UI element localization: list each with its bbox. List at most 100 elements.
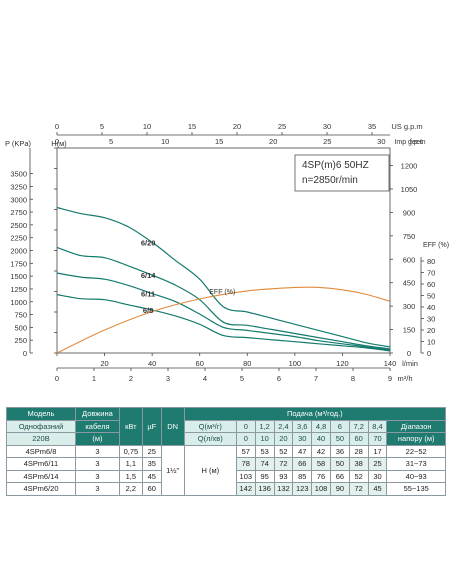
head-label-cell: H (м) — [183, 444, 237, 496]
feet-tick-label: 300 — [403, 302, 416, 311]
header-flow: Подача (м³/год.) — [183, 407, 447, 421]
eff-tick-label: 30 — [427, 315, 435, 324]
head-value: 123 — [292, 482, 313, 496]
table-header-row: Однофазний кабеля Q(м³/г) 0 1,2 2,4 3,6 … — [6, 419, 446, 433]
head-value: 95 — [254, 469, 275, 483]
x-tick-label: 80 — [243, 359, 251, 368]
header-cable-unit: (м) — [74, 432, 120, 446]
head-value: 45 — [367, 482, 388, 496]
pressure-tick-label: 2500 — [10, 221, 27, 230]
series-curves — [56, 206, 391, 354]
x-tick-label: 20 — [100, 359, 108, 368]
x-tick-label: 100 — [289, 359, 302, 368]
header-q-lmin: Q(л/хв) — [183, 432, 237, 446]
us-gpm-axis-label: US g.p.m — [391, 122, 422, 131]
model-cell: 4SPm6/8 — [6, 444, 76, 458]
model-cell: 4SPm6/11 — [6, 457, 76, 471]
head-value: 25 — [367, 457, 388, 471]
head-value: 90 — [329, 482, 350, 496]
header-uf: µF — [141, 407, 162, 446]
pressure-tick-label: 1000 — [10, 298, 27, 307]
head-value: 66 — [292, 457, 313, 471]
head-value: 74 — [254, 457, 275, 471]
head-value: 78 — [235, 457, 256, 471]
pressure-tick-label: 2750 — [10, 208, 27, 217]
cable-cell: 3 — [74, 457, 120, 471]
feet-tick-label: 1050 — [401, 185, 418, 194]
q-m3h-value: 8,4 — [367, 419, 388, 433]
feet-tick-label: 150 — [403, 326, 416, 335]
kw-cell: 1,1 — [118, 457, 143, 471]
m3h-tick-label: 9 — [388, 374, 392, 383]
table-row: 4SPm6/8 3 0,75 25 1½" H (м) 57 53 52 47 … — [6, 444, 446, 496]
header-range-unit: напору (м) — [386, 432, 446, 446]
head-value: 76 — [311, 469, 331, 483]
us-gpm-tick-label: 35 — [368, 122, 376, 131]
series-label: 6/8 — [143, 306, 153, 315]
head-value: 72 — [348, 482, 369, 496]
q-lmin-value: 50 — [329, 432, 350, 446]
head-value: 58 — [311, 457, 331, 471]
pressure-tick-label: 3250 — [10, 182, 27, 191]
feet-tick-label: 1200 — [401, 162, 418, 171]
range-cell: 22~52 — [386, 444, 446, 458]
q-m3h-value: 3,6 — [292, 419, 313, 433]
range-cell: 31~73 — [386, 457, 446, 471]
header-dn: DN — [160, 407, 185, 446]
pressure-tick-label: 2250 — [10, 234, 27, 243]
head-value: 57 — [235, 444, 256, 458]
model-cell: 4SPm6/14 — [6, 469, 76, 483]
pressure-tick-label: 1250 — [10, 285, 27, 294]
cable-cell: 3 — [74, 469, 120, 483]
q-lmin-value: 60 — [348, 432, 369, 446]
us-gpm-tick-label: 25 — [278, 122, 286, 131]
head-value: 103 — [235, 469, 256, 483]
feet-tick-label: 750 — [403, 232, 416, 241]
header-range: Діапазон — [386, 419, 446, 433]
us-gpm-tick-label: 10 — [143, 122, 151, 131]
head-value: 42 — [311, 444, 331, 458]
chart-subtitle: n=2850r/min — [302, 175, 358, 186]
efficiency-label: EFF (%) — [209, 289, 235, 296]
uf-cell: 35 — [141, 457, 162, 471]
series-line-6-20 — [56, 206, 391, 348]
head-value: 66 — [329, 469, 350, 483]
feet-tick-label: 0 — [407, 349, 411, 358]
imp-gpm-tick-label: 5 — [109, 137, 113, 146]
kw-cell: 1,5 — [118, 469, 143, 483]
q-lmin-value: 30 — [292, 432, 313, 446]
header-cable-2: кабеля — [74, 419, 120, 433]
us-gpm-tick-label: 15 — [188, 122, 196, 131]
m3h-axis-label: m³/h — [398, 374, 413, 383]
range-cell: 40~93 — [386, 469, 446, 483]
x-tick-label: 40 — [148, 359, 156, 368]
head-value: 108 — [311, 482, 331, 496]
efficiency-line — [56, 286, 391, 354]
m3h-tick-label: 7 — [314, 374, 318, 383]
imp-gpm-tick-label: 25 — [323, 137, 331, 146]
header-voltage: 220В — [6, 432, 76, 446]
q-m3h-value: 4,8 — [311, 419, 331, 433]
imp-gpm-tick-label: 0 — [55, 137, 59, 146]
series-label: 6/11 — [141, 290, 155, 299]
q-m3h-value: 6 — [329, 419, 350, 433]
us-gpm-tick-label: 0 — [55, 122, 59, 131]
pressure-tick-label: 500 — [14, 323, 27, 332]
x-tick-label: 60 — [196, 359, 204, 368]
range-cell: 55~135 — [386, 482, 446, 496]
q-m3h-value: 2,4 — [273, 419, 294, 433]
kw-cell: 2,2 — [118, 482, 143, 496]
head-value: 17 — [367, 444, 388, 458]
kw-cell: 0,75 — [118, 444, 143, 458]
q-lmin-value: 0 — [235, 432, 256, 446]
series-label: 6/14 — [141, 271, 156, 280]
q-m3h-value: 0 — [235, 419, 256, 433]
header-single-phase: Однофазний — [6, 419, 76, 433]
us-gpm-tick-label: 20 — [233, 122, 241, 131]
eff-tick-label: 10 — [427, 338, 435, 347]
head-value: 52 — [348, 469, 369, 483]
m3h-tick-label: 6 — [277, 374, 281, 383]
x-axis-label: l/min — [402, 359, 418, 368]
head-value: 136 — [254, 482, 275, 496]
